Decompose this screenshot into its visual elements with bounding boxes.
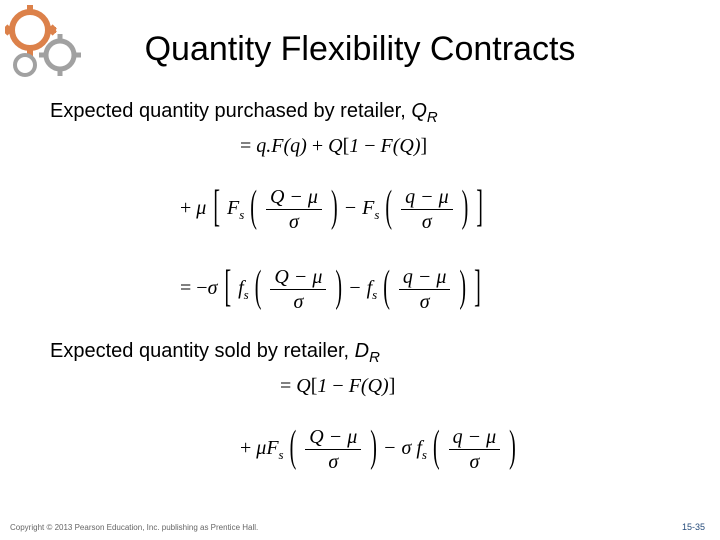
equation-4: = Q[1 − F(Q)] bbox=[280, 375, 395, 398]
subtitle-sold: Expected quantity sold by retailer, DR bbox=[50, 340, 380, 366]
page-title: Quantity Flexibility Contracts bbox=[0, 30, 720, 69]
equation-2: + μ [ Fs ( Q − μσ ) − Fs ( q − μσ ) ] bbox=[180, 185, 485, 234]
equation-1: = q.F(q) + Q[1 − F(Q)] bbox=[240, 135, 427, 158]
equation-3: = −σ [ fs ( Q − μσ ) − fs ( q − μσ ) ] bbox=[180, 265, 483, 314]
page-number: 15-35 bbox=[682, 522, 705, 532]
copyright-footer: Copyright © 2013 Pearson Education, Inc.… bbox=[10, 523, 258, 532]
subtitle-purchased: Expected quantity purchased by retailer,… bbox=[50, 100, 438, 126]
equation-5: + μFs ( Q − μσ ) − σ fs ( q − μσ ) bbox=[240, 425, 517, 474]
